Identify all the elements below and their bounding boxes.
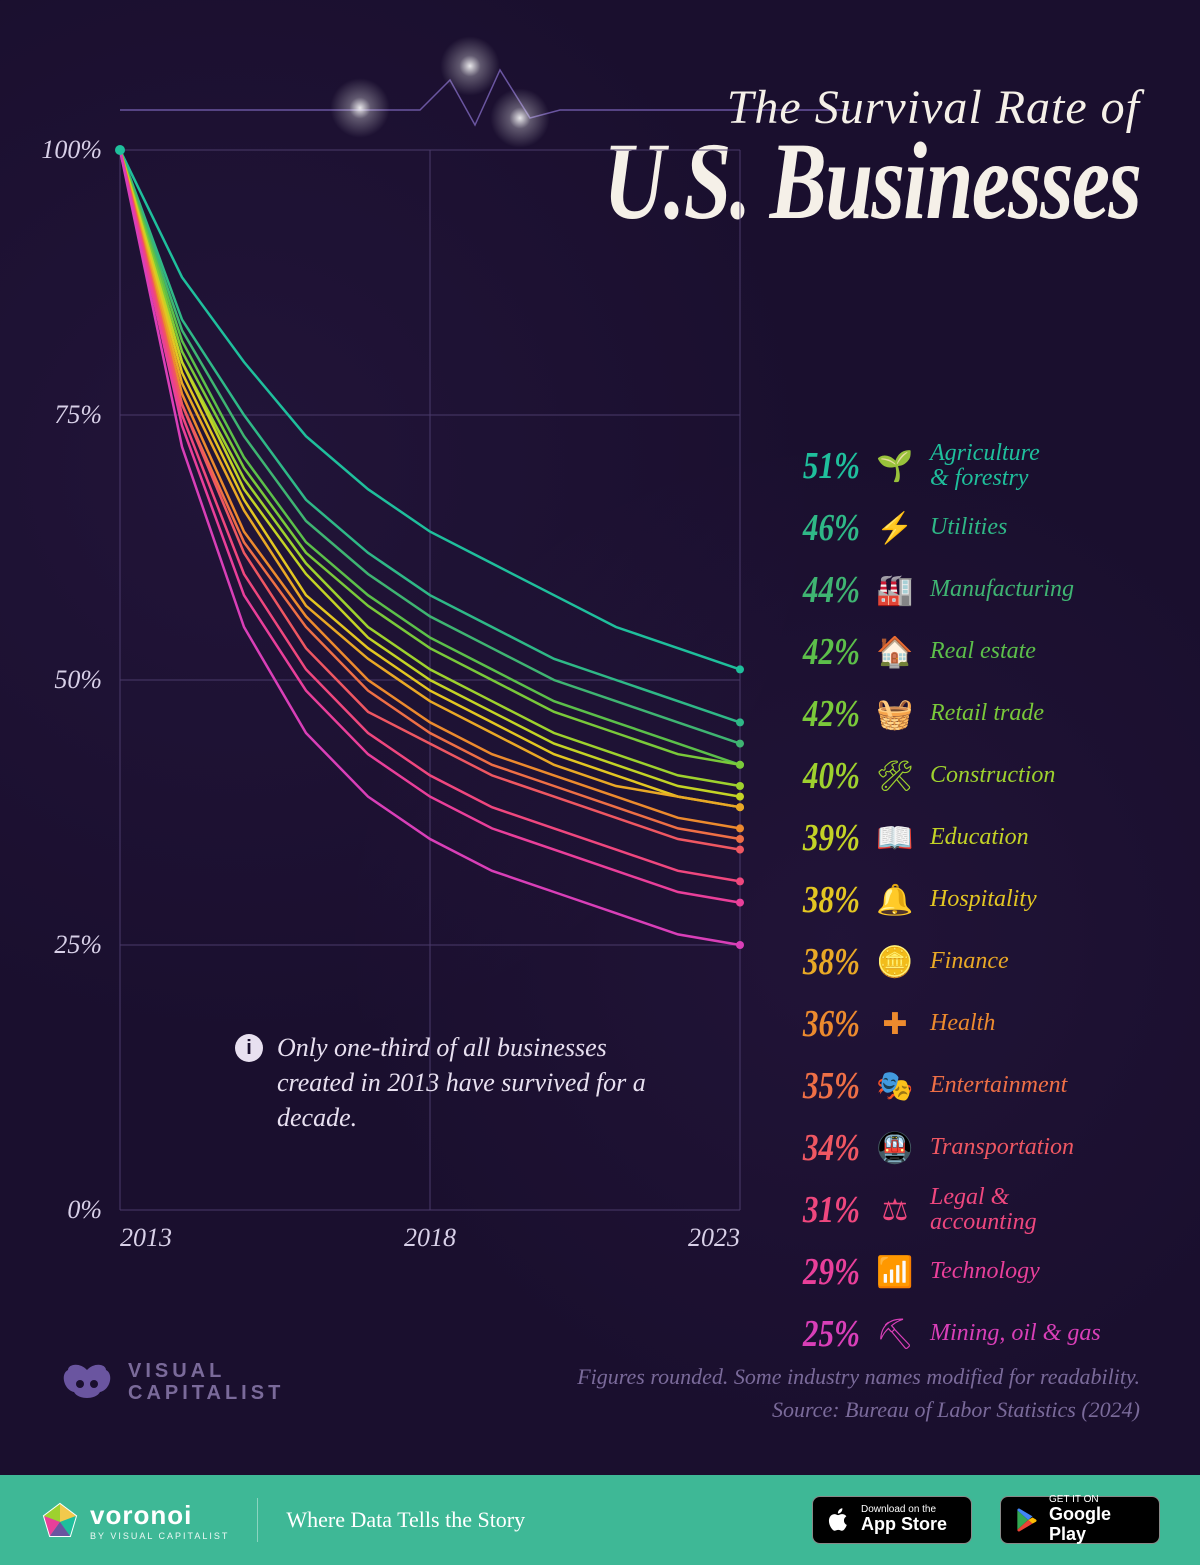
hospitality-icon: 🔔 <box>874 879 916 921</box>
voronoi-logo: voronoi BY VISUAL CAPITALIST <box>40 1500 229 1541</box>
finance-icon: 🪙 <box>874 941 916 983</box>
svg-text:25%: 25% <box>54 930 102 959</box>
legend-label: Education <box>930 825 1029 850</box>
legend-row-education: 39% 📖 Education <box>770 812 1170 864</box>
education-icon: 📖 <box>874 817 916 859</box>
construction-icon: 🛠 <box>874 755 916 797</box>
legend-pct: 39% <box>786 816 860 860</box>
legend-label: Entertainment <box>930 1073 1067 1098</box>
legend-row-retail: 42% 🧺 Retail trade <box>770 688 1170 740</box>
apple-icon <box>825 1507 851 1533</box>
vc-logo-icon <box>60 1362 114 1402</box>
callout-text: Only one-third of all businesses created… <box>277 1030 655 1135</box>
chart-legend: 51%🌱Agriculture & forestry46%⚡Utilities4… <box>770 440 1170 1370</box>
legend-row-finance: 38% 🪙 Finance <box>770 936 1170 988</box>
visual-capitalist-logo: VISUAL CAPITALIST <box>60 1360 284 1404</box>
appstore-bottom: App Store <box>861 1515 947 1535</box>
transportation-icon: 🚇 <box>874 1127 916 1169</box>
legend-row-utilities: 46% ⚡ Utilities <box>770 502 1170 554</box>
realestate-icon: 🏠 <box>874 631 916 673</box>
legend-row-technology: 29% 📶 Technology <box>770 1246 1170 1298</box>
footer-note-1: Figures rounded. Some industry names mod… <box>577 1360 1140 1393</box>
app-store-badge[interactable]: Download on the App Store <box>812 1496 972 1544</box>
legend-row-transportation: 34% 🚇 Transportation <box>770 1122 1170 1174</box>
legend-row-construction: 40% 🛠 Construction <box>770 750 1170 802</box>
google-play-badge[interactable]: GET IT ON Google Play <box>1000 1496 1160 1544</box>
footer-note-2: Source: Bureau of Labor Statistics (2024… <box>577 1393 1140 1426</box>
legend-row-realestate: 42% 🏠 Real estate <box>770 626 1170 678</box>
svg-text:75%: 75% <box>54 400 102 429</box>
entertainment-icon: 🎭 <box>874 1065 916 1107</box>
legend-pct: 42% <box>786 692 860 736</box>
legend-label: Real estate <box>930 639 1036 664</box>
voronoi-subtitle: BY VISUAL CAPITALIST <box>90 1531 229 1541</box>
bar-tagline: Where Data Tells the Story <box>286 1507 525 1533</box>
legend-pct: 51% <box>786 444 860 488</box>
legend-label: Legal & accounting <box>930 1185 1037 1235</box>
legend-label: Hospitality <box>930 887 1037 912</box>
legend-pct: 38% <box>786 940 860 984</box>
retail-icon: 🧺 <box>874 693 916 735</box>
legend-row-entertainment: 35% 🎭 Entertainment <box>770 1060 1170 1112</box>
divider <box>257 1498 258 1542</box>
legend-pct: 36% <box>786 1002 860 1046</box>
legend-label: Agriculture & forestry <box>930 441 1040 491</box>
svg-text:2013: 2013 <box>120 1223 172 1252</box>
info-icon: i <box>235 1034 263 1062</box>
google-play-icon <box>1013 1507 1039 1533</box>
legend-label: Utilities <box>930 515 1007 540</box>
mining-icon: ⛏ <box>874 1313 916 1355</box>
legend-label: Construction <box>930 763 1055 788</box>
utilities-icon: ⚡ <box>874 507 916 549</box>
legend-label: Manufacturing <box>930 577 1074 602</box>
manufacturing-icon: 🏭 <box>874 569 916 611</box>
legend-label: Retail trade <box>930 701 1044 726</box>
legend-label: Mining, oil & gas <box>930 1321 1101 1346</box>
legend-pct: 35% <box>786 1064 860 1108</box>
legend-label: Transportation <box>930 1135 1074 1160</box>
svg-text:2018: 2018 <box>404 1223 456 1252</box>
legend-row-manufacturing: 44% 🏭 Manufacturing <box>770 564 1170 616</box>
play-bottom: Google Play <box>1049 1505 1147 1545</box>
legend-row-health: 36% ✚ Health <box>770 998 1170 1050</box>
legend-row-agriculture: 51% 🌱 Agriculture & forestry <box>770 440 1170 492</box>
legend-pct: 46% <box>786 506 860 550</box>
legend-pct: 31% <box>786 1188 860 1232</box>
technology-icon: 📶 <box>874 1251 916 1293</box>
agriculture-icon: 🌱 <box>874 445 916 487</box>
svg-text:50%: 50% <box>54 665 102 694</box>
voronoi-icon <box>40 1500 80 1540</box>
legend-label: Finance <box>930 949 1009 974</box>
legend-pct: 25% <box>786 1312 860 1356</box>
svg-text:100%: 100% <box>41 135 102 164</box>
bottom-promo-bar: voronoi BY VISUAL CAPITALIST Where Data … <box>0 1475 1200 1565</box>
legal-icon: ⚖ <box>874 1189 916 1231</box>
legend-pct: 44% <box>786 568 860 612</box>
legend-pct: 40% <box>786 754 860 798</box>
svg-text:2023: 2023 <box>688 1223 740 1252</box>
legend-row-mining: 25% ⛏ Mining, oil & gas <box>770 1308 1170 1360</box>
svg-text:0%: 0% <box>67 1195 102 1224</box>
legend-row-legal: 31% ⚖ Legal & accounting <box>770 1184 1170 1236</box>
voronoi-name: voronoi <box>90 1500 229 1531</box>
vc-logo-text: VISUAL CAPITALIST <box>128 1360 284 1404</box>
legend-pct: 38% <box>786 878 860 922</box>
legend-pct: 34% <box>786 1126 860 1170</box>
callout-note: i Only one-third of all businesses creat… <box>235 1030 655 1135</box>
footer-notes: Figures rounded. Some industry names mod… <box>577 1360 1140 1426</box>
legend-pct: 42% <box>786 630 860 674</box>
legend-label: Technology <box>930 1259 1040 1284</box>
legend-row-hospitality: 38% 🔔 Hospitality <box>770 874 1170 926</box>
legend-label: Health <box>930 1011 995 1036</box>
health-icon: ✚ <box>874 1003 916 1045</box>
legend-pct: 29% <box>786 1250 860 1294</box>
